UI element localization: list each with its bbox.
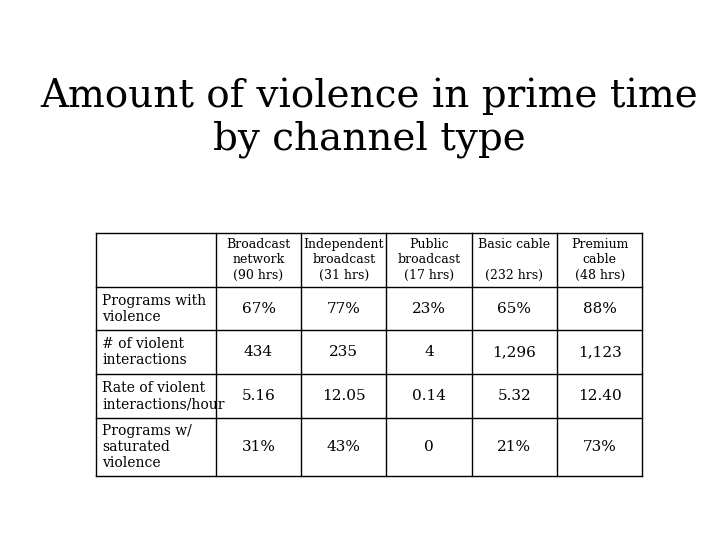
Text: 1,296: 1,296 — [492, 346, 536, 360]
Text: 235: 235 — [329, 346, 359, 360]
Text: 21%: 21% — [498, 440, 531, 454]
Text: Premium
cable
(48 hrs): Premium cable (48 hrs) — [571, 239, 629, 281]
Text: 67%: 67% — [241, 302, 276, 315]
Text: 4: 4 — [424, 346, 434, 360]
Text: 23%: 23% — [412, 302, 446, 315]
Text: Broadcast
network
(90 hrs): Broadcast network (90 hrs) — [226, 239, 291, 281]
Text: Basic cable

(232 hrs): Basic cable (232 hrs) — [478, 239, 551, 281]
Text: 0.14: 0.14 — [412, 389, 446, 403]
Text: 12.05: 12.05 — [322, 389, 366, 403]
Text: Programs w/
saturated
violence: Programs w/ saturated violence — [102, 424, 192, 470]
Text: 5.16: 5.16 — [242, 389, 276, 403]
Text: Independent
broadcast
(31 hrs): Independent broadcast (31 hrs) — [304, 239, 384, 281]
Text: Rate of violent
interactions/hour: Rate of violent interactions/hour — [102, 381, 225, 411]
Text: Programs with
violence: Programs with violence — [102, 294, 207, 323]
Text: 434: 434 — [244, 346, 273, 360]
Text: 1,123: 1,123 — [578, 346, 621, 360]
Text: 12.40: 12.40 — [578, 389, 621, 403]
Text: 43%: 43% — [327, 440, 361, 454]
Text: 0: 0 — [424, 440, 434, 454]
Text: Public
broadcast
(17 hrs): Public broadcast (17 hrs) — [397, 239, 461, 281]
Text: 31%: 31% — [241, 440, 276, 454]
Text: 77%: 77% — [327, 302, 361, 315]
Text: 73%: 73% — [582, 440, 617, 454]
Text: Amount of violence in prime time
by channel type: Amount of violence in prime time by chan… — [40, 77, 698, 158]
Text: # of violent
interactions: # of violent interactions — [102, 338, 187, 368]
Text: 88%: 88% — [582, 302, 617, 315]
Text: 65%: 65% — [498, 302, 531, 315]
Text: 5.32: 5.32 — [498, 389, 531, 403]
